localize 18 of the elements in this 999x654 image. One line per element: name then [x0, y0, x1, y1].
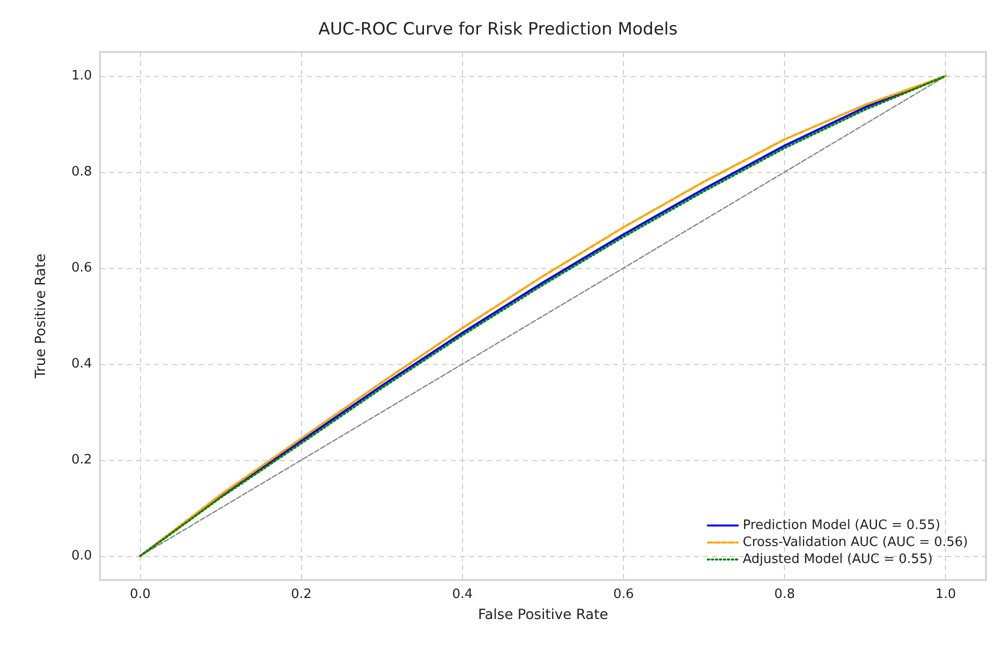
legend-label: Prediction Model (AUC = 0.55) — [742, 518, 940, 533]
x-tick-label: 0.4 — [452, 587, 473, 602]
x-tick-label: 0.6 — [613, 587, 634, 602]
y-tick-label: 0.8 — [71, 164, 92, 180]
y-tick-label: 0.4 — [71, 356, 92, 372]
y-tick-label: 1.0 — [71, 68, 92, 84]
x-tick-label: 1.0 — [935, 587, 956, 602]
legend-label: Cross-Validation AUC (AUC = 0.56) — [742, 535, 968, 550]
y-tick-label: 0.0 — [71, 548, 92, 564]
y-tick-label: 0.6 — [71, 260, 92, 276]
x-tick-label: 0.2 — [291, 587, 312, 602]
legend-label: Adjusted Model (AUC = 0.55) — [742, 552, 933, 567]
x-tick-label: 0.0 — [130, 587, 151, 602]
y-axis-title: True Positive Rate — [33, 254, 49, 380]
chart-title: AUC-ROC Curve for Risk Prediction Models — [318, 20, 678, 40]
y-tick-label: 0.2 — [71, 452, 92, 468]
x-axis-title: False Positive Rate — [478, 607, 608, 623]
x-tick-label: 0.8 — [774, 587, 795, 602]
